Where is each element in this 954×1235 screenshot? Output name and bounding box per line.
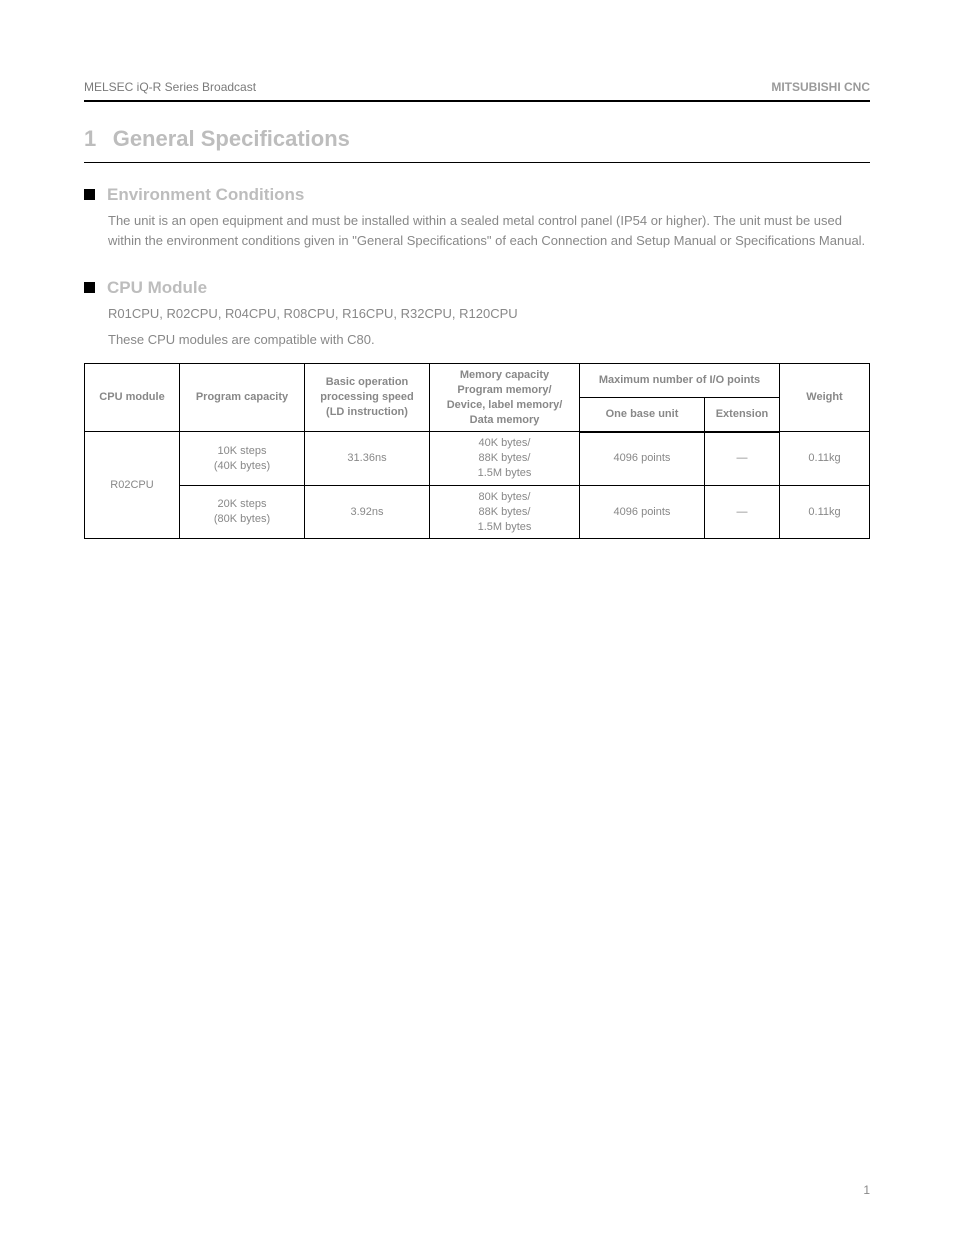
section-heading: Environment Conditions	[84, 185, 870, 205]
section-title: Environment Conditions	[107, 185, 304, 205]
cell-capacity: 20K steps(80K bytes)	[180, 485, 305, 539]
cell-points1: 4096 points	[580, 485, 705, 539]
cell-cpu: R02CPU	[85, 432, 180, 539]
cell-weight: 0.11kg	[780, 432, 870, 486]
col-weight: Weight	[780, 364, 870, 432]
paragraph: The unit is an open equipment and must b…	[108, 211, 870, 250]
chapter-title: General Specifications	[113, 126, 350, 151]
table-head: CPU module Program capacity Basic operat…	[85, 364, 870, 432]
chapter-rule	[84, 162, 870, 163]
cell-speed: 3.92ns	[305, 485, 430, 539]
cell-speed: 31.36ns	[305, 432, 430, 486]
section-environment: Environment Conditions The unit is an op…	[84, 185, 870, 250]
section-cpu-module: CPU Module R01CPU, R02CPU, R04CPU, R08CP…	[84, 278, 870, 539]
section-body: The unit is an open equipment and must b…	[108, 211, 870, 250]
col-capacity: Program capacity	[180, 364, 305, 432]
col-speed: Basic operationprocessing speed(LD instr…	[305, 364, 430, 432]
col-points-1slot: One base unit	[580, 397, 705, 432]
cell-memcap: 80K bytes/88K bytes/1.5M bytes	[430, 485, 580, 539]
running-header: MELSEC iQ-R Series Broadcast MITSUBISHI …	[84, 80, 870, 100]
col-cpu: CPU module	[85, 364, 180, 432]
page-number: 1	[863, 1183, 870, 1197]
square-bullet-icon	[84, 282, 95, 293]
spec-table: CPU module Program capacity Basic operat…	[84, 363, 870, 539]
paragraph: These CPU modules are compatible with C8…	[108, 330, 870, 350]
table-body: R02CPU 10K steps(40K bytes) 31.36ns 40K …	[85, 432, 870, 539]
cell-pointsx: —	[705, 485, 780, 539]
chapter-title-block: 1 General Specifications	[84, 126, 870, 152]
header-right: MITSUBISHI CNC	[771, 80, 870, 94]
paragraph: R01CPU, R02CPU, R04CPU, R08CPU, R16CPU, …	[108, 304, 870, 324]
col-memcap: Memory capacityProgram memory/Device, la…	[430, 364, 580, 432]
cell-points1: 4096 points	[580, 432, 705, 486]
section-body: R01CPU, R02CPU, R04CPU, R08CPU, R16CPU, …	[108, 304, 870, 349]
cell-memcap: 40K bytes/88K bytes/1.5M bytes	[430, 432, 580, 486]
col-points-ext: Extension	[705, 397, 780, 432]
cell-pointsx: —	[705, 432, 780, 486]
table-row: 20K steps(80K bytes) 3.92ns 80K bytes/88…	[85, 485, 870, 539]
header-rule	[84, 100, 870, 102]
chapter-number: 1	[84, 126, 96, 151]
page: MELSEC iQ-R Series Broadcast MITSUBISHI …	[0, 0, 954, 1235]
section-heading: CPU Module	[84, 278, 870, 298]
table-row: R02CPU 10K steps(40K bytes) 31.36ns 40K …	[85, 432, 870, 486]
cell-weight: 0.11kg	[780, 485, 870, 539]
square-bullet-icon	[84, 189, 95, 200]
header-left: MELSEC iQ-R Series Broadcast	[84, 80, 256, 94]
col-points: Maximum number of I/O points	[580, 364, 780, 398]
cell-capacity: 10K steps(40K bytes)	[180, 432, 305, 486]
section-title: CPU Module	[107, 278, 207, 298]
table-header-row: CPU module Program capacity Basic operat…	[85, 364, 870, 398]
